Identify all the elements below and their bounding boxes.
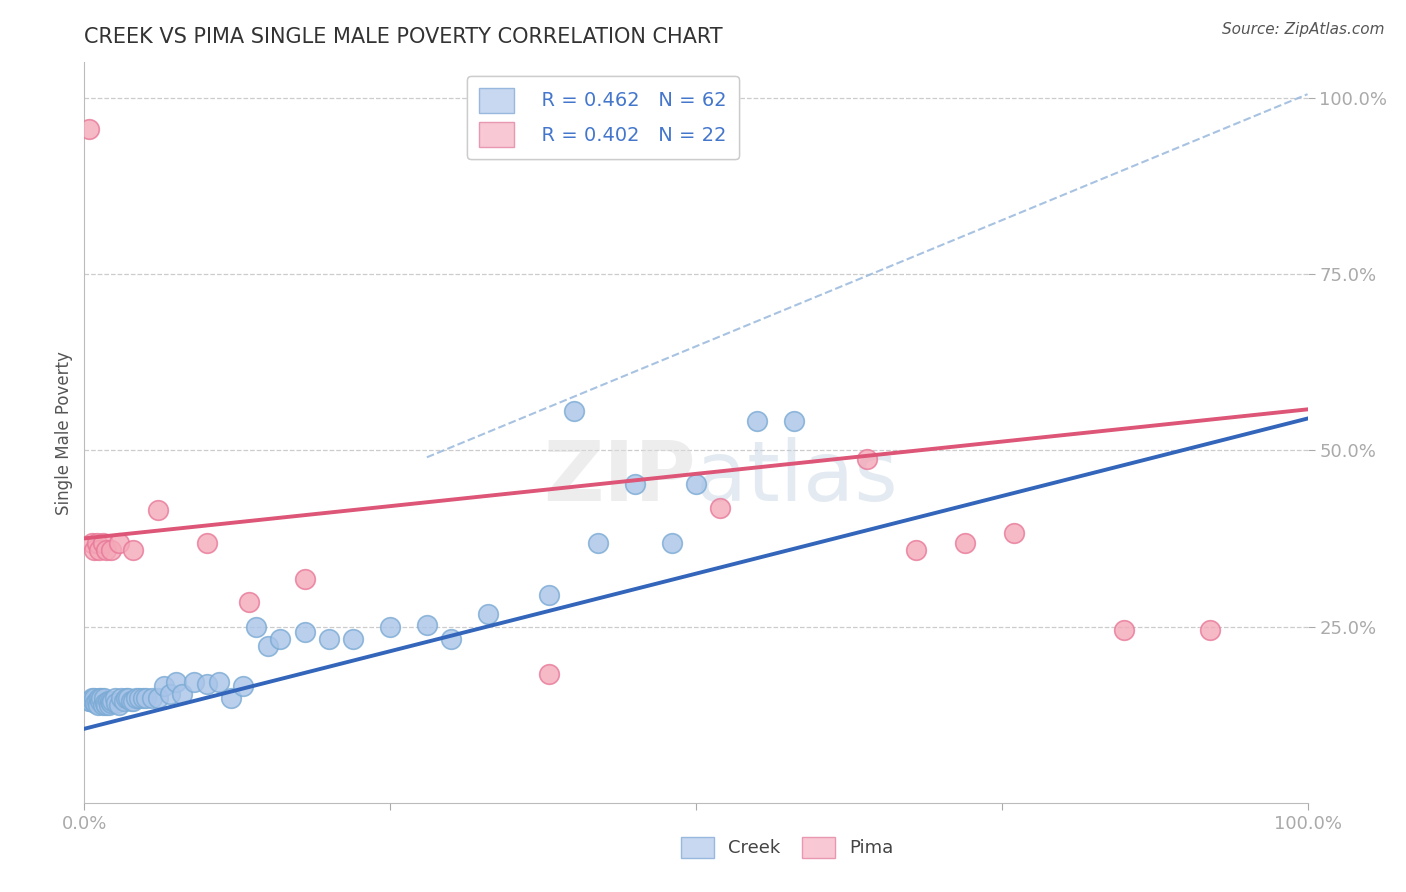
Point xyxy=(416,618,439,632)
Point xyxy=(80,536,103,550)
Point xyxy=(856,451,879,466)
Point xyxy=(685,477,707,491)
Point xyxy=(219,691,242,706)
Point xyxy=(538,588,561,602)
Point xyxy=(538,667,561,681)
Point xyxy=(100,543,122,558)
Point xyxy=(183,674,205,689)
Point xyxy=(1198,623,1220,637)
Point xyxy=(232,680,254,694)
Point xyxy=(98,693,121,707)
Point xyxy=(624,477,647,491)
Y-axis label: Single Male Poverty: Single Male Poverty xyxy=(55,351,73,515)
Point xyxy=(294,625,316,640)
Point xyxy=(77,693,100,707)
Point xyxy=(195,536,218,550)
Point xyxy=(294,572,316,586)
Point xyxy=(82,693,104,707)
Point xyxy=(562,404,585,418)
Point xyxy=(120,693,142,707)
Point xyxy=(135,691,157,706)
Point xyxy=(96,543,118,558)
Point xyxy=(84,696,107,710)
Point xyxy=(112,693,135,707)
Point xyxy=(105,696,128,710)
Point xyxy=(165,674,187,689)
Point xyxy=(80,691,103,706)
Point xyxy=(122,693,145,707)
Point xyxy=(318,632,340,647)
Point xyxy=(89,693,111,707)
Point xyxy=(83,543,105,558)
Point xyxy=(783,414,806,428)
Point xyxy=(87,543,110,558)
Point xyxy=(87,698,110,713)
Point xyxy=(117,691,139,706)
Point xyxy=(146,503,169,517)
Point xyxy=(132,691,155,706)
Point xyxy=(269,632,291,647)
Point xyxy=(101,693,124,707)
Point xyxy=(477,607,499,621)
Point xyxy=(96,698,118,713)
Point xyxy=(342,632,364,647)
Point xyxy=(1002,526,1025,541)
Text: ZIP: ZIP xyxy=(544,436,696,517)
Point xyxy=(661,536,683,550)
Point xyxy=(128,691,150,706)
Point xyxy=(586,536,609,550)
Point xyxy=(115,691,138,706)
Point xyxy=(380,619,402,633)
Point xyxy=(238,595,260,609)
Point xyxy=(195,677,218,691)
Point xyxy=(172,686,194,700)
Text: Source: ZipAtlas.com: Source: ZipAtlas.com xyxy=(1222,22,1385,37)
Point xyxy=(94,696,117,710)
Text: CREEK VS PIMA SINGLE MALE POVERTY CORRELATION CHART: CREEK VS PIMA SINGLE MALE POVERTY CORREL… xyxy=(84,27,723,47)
Point xyxy=(90,691,112,706)
Point xyxy=(159,686,181,700)
Point xyxy=(440,632,463,647)
Point xyxy=(709,501,731,516)
Point xyxy=(91,698,114,713)
Point xyxy=(208,674,231,689)
Point xyxy=(86,536,108,550)
Point xyxy=(100,696,122,710)
Point xyxy=(107,536,129,550)
Point xyxy=(86,693,108,707)
Legend: Creek, Pima: Creek, Pima xyxy=(673,830,901,865)
Point xyxy=(953,536,976,550)
Point xyxy=(77,122,100,136)
Text: atlas: atlas xyxy=(696,436,897,517)
Point xyxy=(153,680,176,694)
Point xyxy=(107,698,129,713)
Point xyxy=(257,640,280,654)
Point xyxy=(97,693,120,707)
Point xyxy=(97,698,120,713)
Point xyxy=(93,691,115,706)
Point xyxy=(104,691,127,706)
Point xyxy=(141,691,163,706)
Point xyxy=(110,691,132,706)
Point xyxy=(79,693,101,707)
Point xyxy=(905,543,928,558)
Point xyxy=(83,691,105,706)
Point xyxy=(245,619,267,633)
Point xyxy=(87,691,110,706)
Point xyxy=(125,691,148,706)
Point xyxy=(122,543,145,558)
Point xyxy=(91,536,114,550)
Point xyxy=(747,414,769,428)
Point xyxy=(1114,623,1136,637)
Legend:   R = 0.462   N = 62,   R = 0.402   N = 22: R = 0.462 N = 62, R = 0.402 N = 22 xyxy=(467,76,738,159)
Point xyxy=(146,691,169,706)
